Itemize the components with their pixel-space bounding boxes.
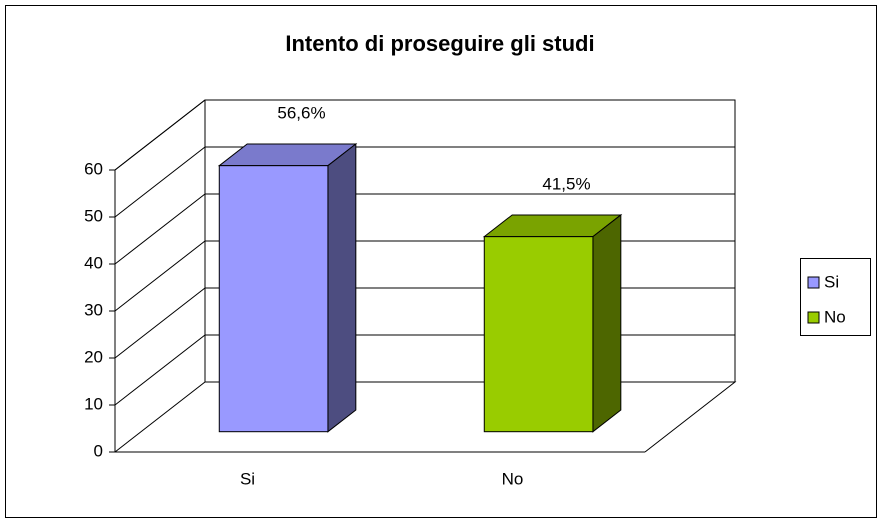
y-tick-label: 10	[84, 394, 103, 413]
chart-border	[5, 5, 877, 518]
y-tick-label: 30	[84, 300, 103, 319]
legend-swatch	[807, 276, 820, 289]
legend-label: Si	[824, 272, 839, 291]
bar-side	[327, 142, 357, 433]
grid-line	[114, 193, 735, 265]
y-tick-label: 50	[84, 206, 103, 225]
legend-swatch	[807, 311, 820, 324]
bar-side	[592, 213, 622, 433]
bar	[218, 165, 329, 433]
data-label: 41,5%	[542, 174, 590, 193]
chart-title: Intento di proseguire gli studi	[285, 31, 594, 56]
y-tick-label: 0	[94, 441, 103, 460]
legend-label: No	[824, 307, 846, 326]
y-tick-label: 60	[84, 159, 103, 178]
y-tick-label: 40	[84, 253, 103, 272]
x-tick-label: Si	[240, 469, 255, 488]
data-label: 56,6%	[277, 103, 325, 122]
y-tick-label: 20	[84, 347, 103, 366]
bar	[483, 236, 594, 433]
x-tick-label: No	[502, 469, 524, 488]
grid-line	[114, 146, 735, 218]
grid-line	[114, 99, 735, 171]
